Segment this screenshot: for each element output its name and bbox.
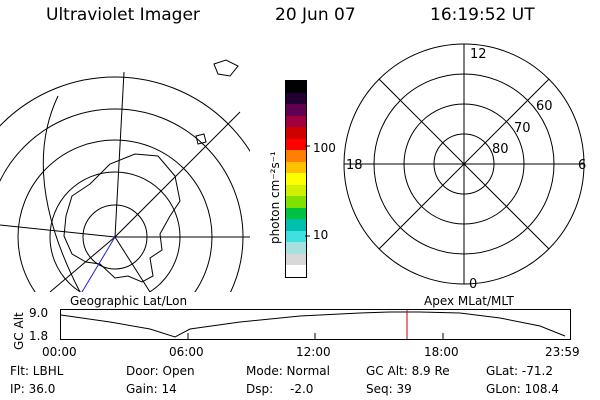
colorbar-segment (286, 80, 306, 93)
gc-alt-ytick-high: 9.0 (29, 306, 49, 320)
gc-alt-plot (60, 309, 571, 340)
colorbar-segment (286, 184, 306, 197)
colorbar-segment (286, 207, 306, 220)
meridian-line (114, 236, 151, 292)
gain-info: Gain: 14 (126, 382, 177, 396)
colorbar-tick-label: 10 (313, 228, 329, 242)
seq-info: Seq: 39 (366, 382, 412, 396)
colorbar-segment (286, 253, 306, 266)
glat-info: GLat: -71.2 (486, 364, 553, 378)
colorbar-segment (286, 138, 306, 151)
meridian-line (0, 224, 116, 238)
gc-alt-frame (60, 309, 571, 340)
colorbar-ticks (305, 145, 310, 237)
apex-dial: 12 18 6 0 60 70 80 (343, 43, 586, 290)
colorbar (285, 80, 307, 278)
colorbar-segment (286, 127, 306, 139)
time-tick: 18:00 (424, 345, 459, 359)
mlt-label-12: 12 (470, 47, 487, 62)
mlt-label-0: 0 (469, 277, 477, 290)
dsp-info-label: Dsp: (246, 382, 274, 396)
colorbar-segment (286, 219, 306, 231)
colorbar-segment (286, 242, 306, 254)
colorbar-segment (286, 196, 306, 208)
colorbar-segment (286, 161, 306, 174)
date-label: 20 Jun 07 (275, 5, 356, 25)
mlat-label-60: 60 (536, 99, 553, 114)
time-label: 16:19:52 UT (430, 5, 535, 25)
lat-circle-4 (0, 108, 244, 292)
coastline (63, 153, 181, 283)
colorbar-segment (286, 173, 306, 185)
door-info: Door: Open (126, 364, 195, 378)
gc-alt-ytick-low: 1.8 (29, 329, 49, 343)
coastline (195, 133, 207, 145)
geographic-map-label: Geographic Lat/Lon (70, 294, 188, 308)
app-title: Ultraviolet Imager (46, 5, 200, 25)
coastline (213, 59, 239, 77)
time-tick: 06:00 (169, 345, 204, 359)
glon-info: GLon: 108.4 (486, 382, 559, 396)
mlt-line-diag (378, 78, 550, 250)
time-tick: 12:00 (296, 345, 331, 359)
gc-alt-axis-label: GC Alt (12, 312, 26, 350)
filter-info: Flt: LBHL (10, 364, 64, 378)
gc-alt-info: GC Alt: 8.9 Re (366, 364, 450, 378)
mlat-label-70: 70 (514, 121, 531, 136)
terminator-line (42, 95, 81, 292)
colorbar-segment (286, 115, 306, 128)
meridian-line (49, 236, 116, 292)
mlt-label-18: 18 (346, 158, 363, 173)
apex-map-label: Apex MLat/MLT (424, 294, 514, 308)
ip-info: IP: 36.0 (10, 382, 56, 396)
dsp-info-value: -2.0 (290, 382, 314, 396)
mlt-label-6: 6 (578, 158, 586, 173)
mode-info: Mode: Normal (246, 364, 330, 378)
lat-circle-5 (0, 76, 250, 153)
colorbar-tick-label: 100 (313, 141, 336, 155)
geographic-map (0, 59, 250, 292)
colorbar-segment (286, 230, 306, 243)
colorbar-segment (286, 265, 306, 277)
colorbar-segment (286, 92, 306, 105)
colorbar-segment (286, 150, 306, 162)
colorbar-unit-label: photon cm⁻²s⁻¹ (268, 151, 282, 244)
satellite-track (81, 236, 116, 292)
time-tick: 23:59 (545, 345, 580, 359)
meridian-line (114, 71, 125, 238)
gc-alt-curve (60, 311, 566, 338)
meridian-line (114, 111, 241, 238)
mlat-label-80: 80 (492, 142, 509, 157)
colorbar-segment (286, 104, 306, 116)
time-tick: 00:00 (42, 345, 77, 359)
